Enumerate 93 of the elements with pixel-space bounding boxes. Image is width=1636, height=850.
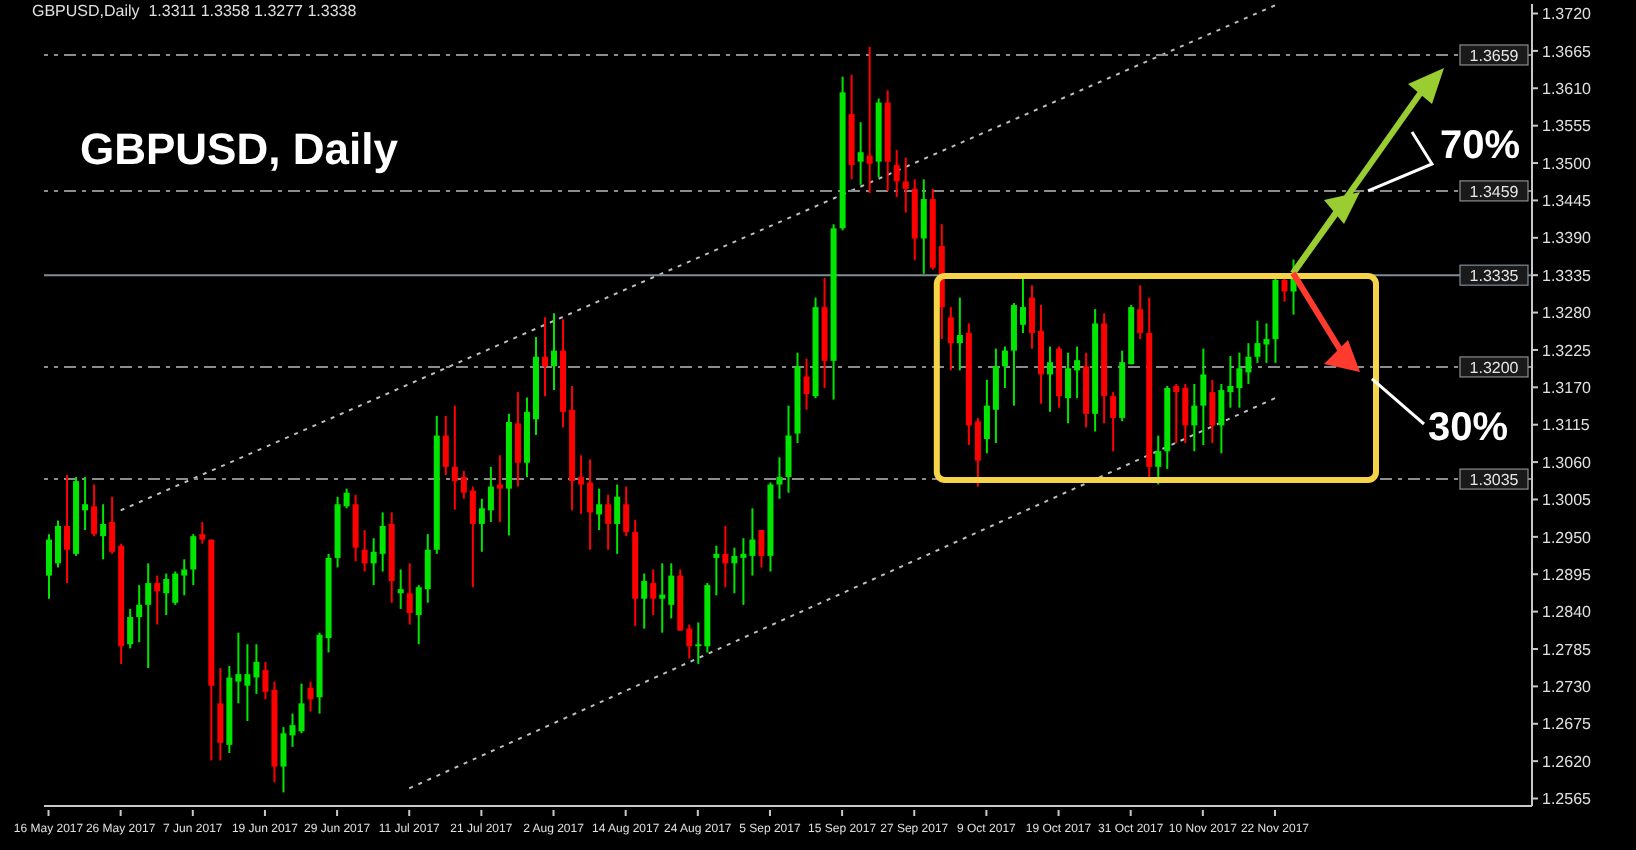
candlestick [217, 667, 224, 762]
candlestick [776, 456, 783, 500]
candlestick [1173, 382, 1180, 445]
candlestick [650, 568, 657, 617]
candlestick [307, 680, 314, 713]
candlestick [298, 682, 305, 735]
y-tick-label: 1.3390 [1542, 229, 1593, 248]
candlestick [920, 178, 927, 275]
candlestick [352, 493, 359, 563]
candlestick [136, 584, 143, 644]
y-tick-label: 1.2620 [1542, 752, 1593, 771]
candlestick [785, 404, 792, 494]
candlestick [731, 546, 738, 595]
candlestick [866, 45, 873, 194]
y-tick-label: 1.3280 [1542, 304, 1593, 323]
annotation: 70% [1440, 124, 1521, 170]
y-tick-label: 1.3610 [1542, 79, 1593, 98]
ref-line-label: 1.3200 [1469, 358, 1520, 377]
y-tick-label: 1.3115 [1542, 416, 1591, 435]
candlestick [1155, 434, 1162, 486]
y-tick-label: 1.3555 [1542, 117, 1593, 136]
y-tick-label: 1.3060 [1542, 453, 1593, 472]
candlestick [145, 562, 152, 670]
y-tick-label: 1.3665 [1542, 42, 1593, 61]
candlestick [64, 474, 71, 585]
candlestick [199, 520, 206, 545]
y-tick-label: 1.2565 [1542, 790, 1593, 809]
ref-line-label: 1.3459 [1469, 182, 1520, 201]
candlestick [551, 312, 558, 392]
candlestick [1218, 382, 1225, 455]
candlestick [1047, 345, 1054, 413]
y-tick-label: 1.3500 [1542, 154, 1593, 173]
candlestick [722, 524, 729, 589]
candlestick [469, 485, 476, 589]
candlestick [1200, 347, 1207, 447]
candlestick [542, 316, 548, 398]
y-tick-label: 1.2895 [1542, 565, 1593, 584]
candlestick [623, 485, 630, 538]
candlestick [1065, 351, 1072, 425]
candlestick [956, 296, 963, 372]
candlestick [1083, 351, 1090, 429]
candlestick [361, 529, 368, 573]
y-tick-label: 1.3445 [1542, 192, 1593, 211]
y-tick-label: 1.3005 [1542, 491, 1593, 510]
candlestick [1191, 382, 1198, 453]
candlestick [514, 391, 521, 488]
candlestick [659, 562, 666, 634]
annotation: GBPUSD,Daily 1.3311 1.3358 1.3277 1.3338 [32, 2, 357, 20]
candlestick [902, 156, 909, 214]
y-tick-label: 1.3720 [1542, 5, 1593, 24]
candlestick [893, 149, 900, 199]
candlestick [442, 414, 449, 477]
candlestick [1137, 284, 1144, 341]
candlestick [280, 726, 287, 794]
candlestick [713, 544, 720, 597]
candlestick [641, 572, 648, 630]
y-tick-label: 1.3335 [1542, 266, 1593, 285]
candlestick [596, 487, 603, 532]
candlestick [1056, 345, 1063, 409]
y-tick-label: 1.2950 [1542, 528, 1593, 547]
candlestick [758, 529, 765, 569]
candlestick [605, 493, 612, 551]
ref-line-label: 1.3335 [1469, 267, 1520, 286]
candlestick [100, 503, 107, 561]
candlestick [190, 533, 197, 587]
candlestick [857, 121, 864, 186]
candlestick [163, 572, 170, 617]
candlestick [379, 511, 386, 573]
y-tick-label: 1.3170 [1542, 379, 1593, 398]
y-tick-label: 1.2785 [1542, 640, 1593, 659]
y-tick-label: 1.2840 [1542, 603, 1593, 622]
candlestick [947, 306, 954, 372]
candlestick [91, 483, 98, 538]
ref-line-label: 1.3659 [1469, 46, 1520, 65]
annotation: 30% [1428, 406, 1509, 452]
y-tick-label: 1.2730 [1542, 678, 1593, 697]
candlestick [1001, 345, 1008, 390]
y-tick-label: 1.2675 [1542, 715, 1593, 734]
candlestick [487, 465, 494, 523]
y-tick-label: 1.3225 [1542, 341, 1593, 360]
candlestick [1110, 391, 1117, 453]
candlestick [614, 483, 621, 555]
candlestick [496, 454, 503, 523]
candlestick [1209, 378, 1216, 445]
candlestick [154, 574, 161, 626]
candlestick [127, 607, 134, 650]
candlestick [1254, 319, 1261, 364]
candlestick [397, 568, 404, 610]
text: GBPUSD, Daily [80, 124, 398, 176]
candlestick [803, 357, 810, 411]
candlestick [406, 562, 413, 626]
candlestick [992, 347, 999, 445]
ref-line-label: 1.3035 [1469, 471, 1520, 490]
